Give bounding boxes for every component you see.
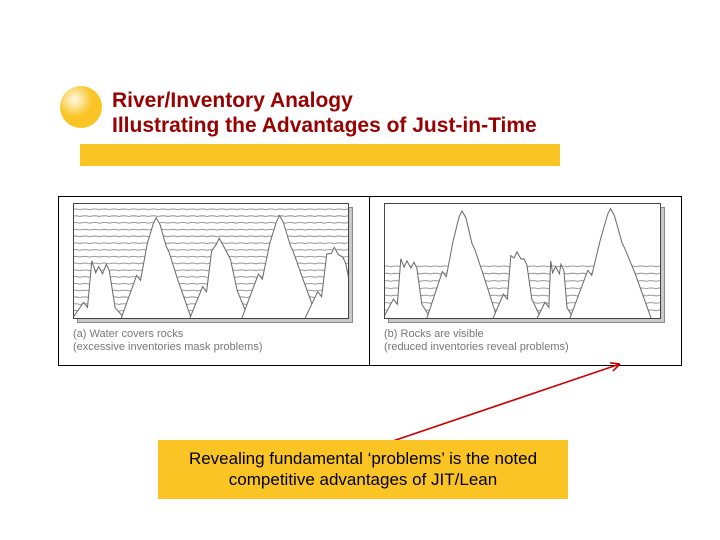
slide-title: River/Inventory Analogy Illustrating the… bbox=[112, 88, 660, 138]
figure-container: (a) Water covers rocks (excessive invent… bbox=[58, 196, 682, 366]
panel-a-caption: (a) Water covers rocks (excessive invent… bbox=[73, 328, 355, 356]
callout-line1: Revealing fundamental ‘problems’ is the … bbox=[189, 449, 537, 468]
panel-b: (b) Rocks are visible (reduced inventori… bbox=[370, 197, 681, 365]
panel-a-caption-main: Water covers rocks bbox=[90, 328, 184, 340]
title-line1: River/Inventory Analogy bbox=[112, 89, 353, 112]
panel-b-image-frame bbox=[384, 203, 661, 319]
title-underline-bar bbox=[80, 144, 560, 166]
callout-arrow bbox=[390, 360, 650, 450]
panel-a-caption-paren: (excessive inventories mask problems) bbox=[73, 341, 355, 355]
panel-b-image bbox=[384, 203, 661, 319]
panel-b-svg bbox=[385, 204, 660, 318]
panel-b-caption: (b) Rocks are visible (reduced inventori… bbox=[384, 328, 667, 356]
title-line2: Illustrating the Advantages of Just-in-T… bbox=[112, 114, 537, 137]
panel-b-caption-paren: (reduced inventories reveal problems) bbox=[384, 341, 667, 355]
panel-a-image bbox=[73, 203, 349, 319]
panel-b-label: (b) bbox=[384, 328, 397, 340]
callout-box: Revealing fundamental ‘problems’ is the … bbox=[158, 440, 568, 499]
panel-a: (a) Water covers rocks (excessive invent… bbox=[59, 197, 370, 365]
panel-a-label: (a) bbox=[73, 328, 86, 340]
panel-a-svg bbox=[74, 204, 348, 318]
panel-b-caption-main: Rocks are visible bbox=[401, 328, 484, 340]
callout-line2: competitive advantages of JIT/Lean bbox=[229, 470, 497, 489]
panel-a-image-frame bbox=[73, 203, 349, 319]
bullet-icon bbox=[60, 86, 102, 128]
